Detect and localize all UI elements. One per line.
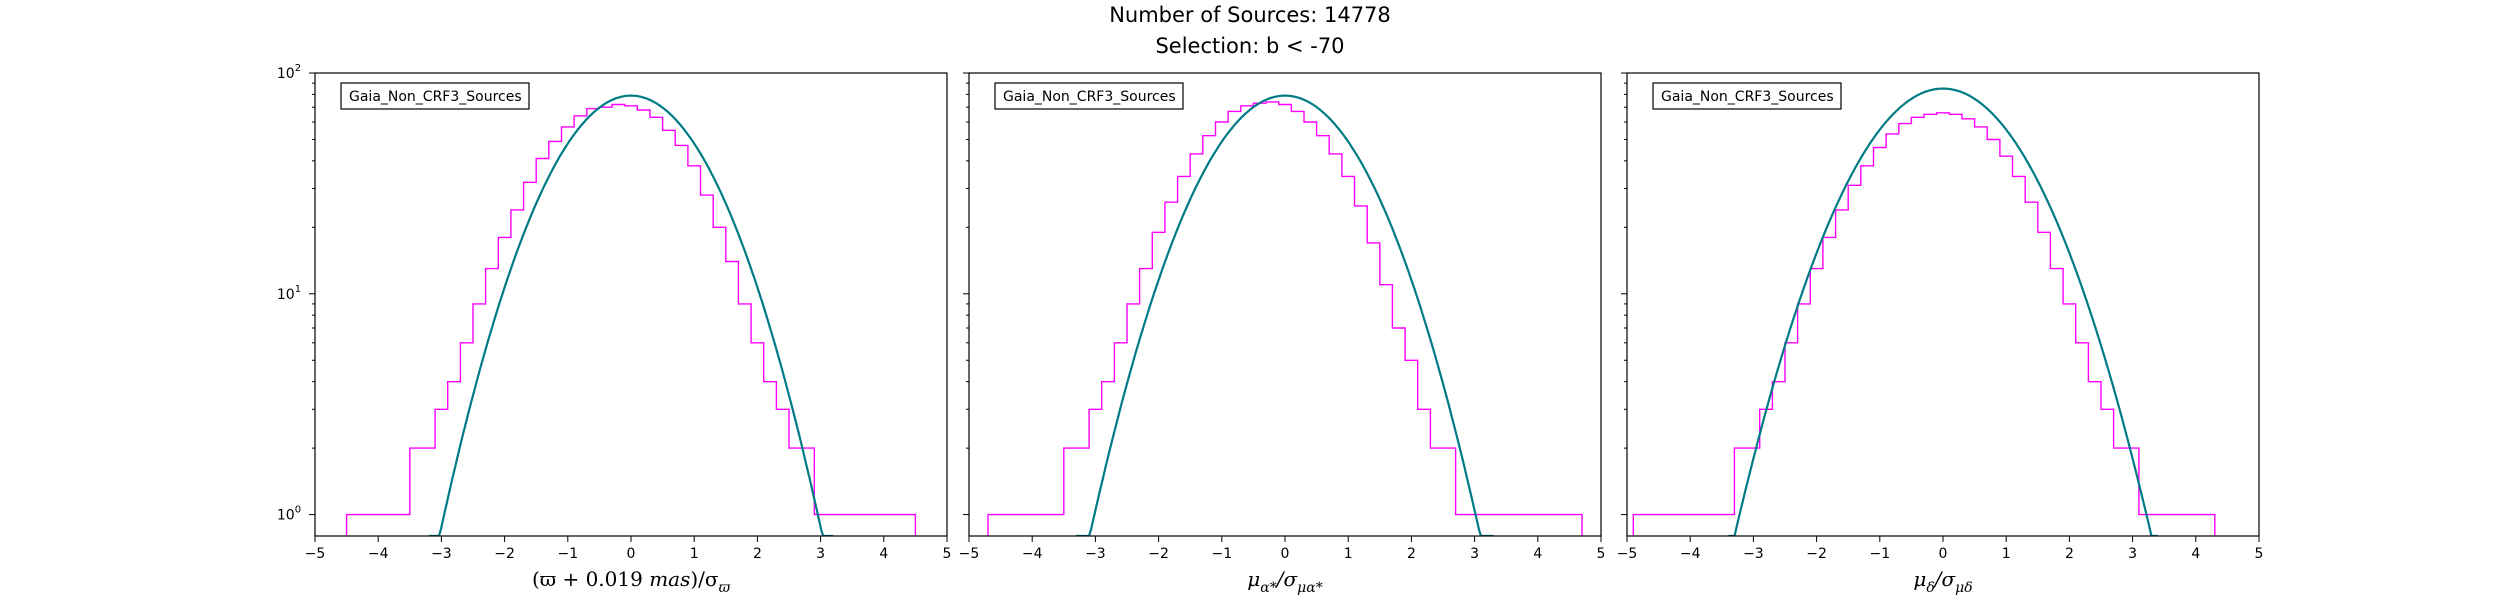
x-tick-label: −5 [1617, 546, 1638, 562]
x-tick-label: −2 [494, 546, 515, 562]
x-tick-label: 0 [627, 546, 636, 562]
x-axis-label: μα*/σμα* [1247, 567, 1322, 596]
x-tick-label: −3 [431, 546, 452, 562]
x-tick-label: 2 [753, 546, 762, 562]
gaussian-fit-curve [428, 94, 834, 536]
x-tick-label: 1 [690, 546, 699, 562]
legend: Gaia_Non_CRF3_Sources [1652, 82, 1842, 110]
chart-panel-1: −5 −4 −3 −2 −1 0 1 2 3 4 5 100 101 102 Gaia_Non_CRF3_S… [277, 63, 952, 596]
x-tick-label: −3 [1743, 546, 1764, 562]
legend: Gaia_Non_CRF3_Sources [340, 82, 530, 110]
x-axis-label: μδ/σμδ [1913, 567, 1972, 596]
y-tick-label: 101 [277, 284, 301, 303]
x-axis-label: (ϖ + 0.019 mas)/σϖ [532, 567, 731, 596]
legend-box [1652, 82, 1842, 110]
x-tick-label: −1 [557, 546, 578, 562]
x-tick-label: 5 [2255, 546, 2264, 562]
x-tick-label: 3 [816, 546, 825, 562]
x-tick-label: −4 [368, 546, 389, 562]
x-tick-label: −3 [1085, 546, 1106, 562]
legend-label: Gaia_Non_CRF3_Sources [1003, 89, 1176, 105]
chart-panel-2: −5 −4 −3 −2 −1 0 1 2 3 4 5 Gaia_Non_CRF3_Sources μα*… [959, 72, 1606, 596]
x-tick-label: 4 [2191, 546, 2200, 562]
x-tick-label: 3 [2128, 546, 2137, 562]
x-tick-label: −5 [959, 546, 980, 562]
legend-box [340, 82, 530, 110]
x-tick-label: −4 [1022, 546, 1043, 562]
gaussian-fit-curve [1728, 87, 2158, 536]
x-tick-label: 0 [1281, 546, 1290, 562]
x-tick-label: −5 [305, 546, 326, 562]
x-tick-label: 5 [1597, 546, 1606, 562]
x-tick-label: −2 [1806, 546, 1827, 562]
y-tick-label: 100 [277, 505, 301, 524]
x-tick-label: −2 [1148, 546, 1169, 562]
histogram-series [345, 103, 917, 536]
histogram-series [1632, 112, 2216, 536]
legend-label: Gaia_Non_CRF3_Sources [1661, 89, 1834, 105]
x-tick-label: −4 [1680, 546, 1701, 562]
x-tick-label: 1 [1344, 546, 1353, 562]
x-tick-label: −1 [1211, 546, 1232, 562]
x-tick-label: 5 [943, 546, 952, 562]
x-tick-label: 3 [1470, 546, 1479, 562]
x-tick-label: 1 [2002, 546, 2011, 562]
legend-label: Gaia_Non_CRF3_Sources [349, 89, 522, 105]
x-tick-label: 2 [2065, 546, 2074, 562]
y-tick-label: 102 [277, 63, 301, 82]
x-tick-label: 0 [1939, 546, 1948, 562]
legend: Gaia_Non_CRF3_Sources [994, 82, 1184, 110]
figure-title-line-2: Selection: b < -70 [1155, 34, 1345, 58]
chart-panel-3: −5 −4 −3 −2 −1 0 1 2 3 4 5 Gaia_Non_CRF3_Sources μδ/… [1617, 72, 2264, 596]
legend-box [994, 82, 1184, 110]
x-tick-label: 4 [879, 546, 888, 562]
x-tick-label: −1 [1869, 546, 1890, 562]
axes-frame [1626, 72, 2260, 537]
histogram-series [987, 101, 1583, 536]
figure-title-line-1: Number of Sources: 14778 [1109, 3, 1391, 27]
x-tick-label: 2 [1407, 546, 1416, 562]
x-tick-label: 4 [1533, 546, 1542, 562]
gaussian-fit-curve [1076, 94, 1494, 536]
